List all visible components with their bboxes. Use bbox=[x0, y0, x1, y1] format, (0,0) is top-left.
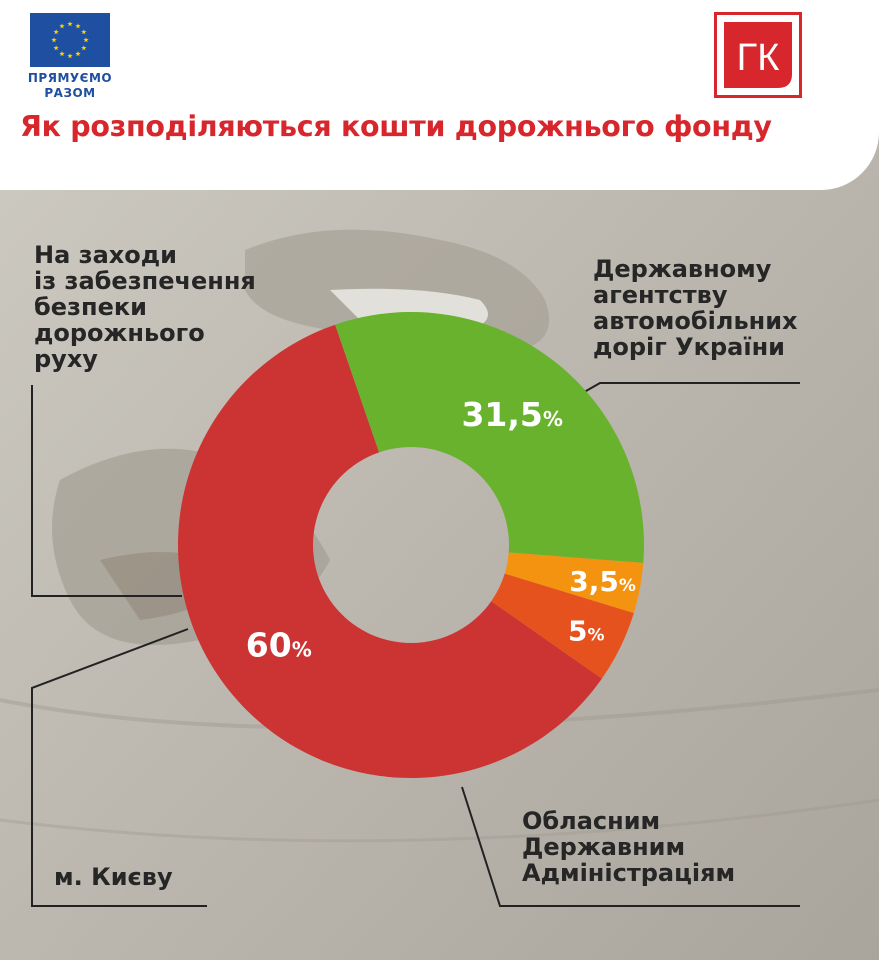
leader-line-safety bbox=[31, 385, 182, 597]
donut-slice bbox=[504, 552, 644, 614]
eu-star-icon bbox=[67, 53, 73, 59]
label-regional: Обласним Державним Адміністраціям bbox=[522, 807, 736, 887]
leader-line-regional bbox=[461, 786, 800, 907]
header-panel: ПРЯМУЄМО РАЗОМ ГК Як розподіляються кошт… bbox=[0, 0, 879, 190]
label-kyiv: м. Києву bbox=[54, 863, 173, 891]
slice-value-label: 31,5% bbox=[461, 395, 562, 434]
label-agency: Державному агентству автомобільних доріг… bbox=[593, 255, 798, 361]
label-safety: На заходи із забезпечення безпеки дорожн… bbox=[34, 241, 256, 373]
eu-caption-line1: ПРЯМУЄМО bbox=[27, 71, 113, 85]
eu-star-icon bbox=[53, 29, 59, 35]
donut-slice bbox=[335, 312, 645, 563]
slice-value-label: 5% bbox=[568, 615, 605, 648]
eu-star-icon bbox=[59, 23, 65, 29]
eu-star-icon bbox=[53, 45, 59, 51]
eu-star-icon bbox=[81, 45, 87, 51]
leader-lines bbox=[31, 382, 800, 907]
donut-slice bbox=[491, 573, 634, 679]
eu-flag-icon bbox=[30, 13, 110, 67]
gk-logo: ГК bbox=[714, 12, 802, 98]
eu-caption-line2: РАЗОМ bbox=[44, 86, 96, 100]
page-title: Як розподіляються кошти дорожнього фонду bbox=[20, 110, 772, 143]
eu-star-icon bbox=[75, 51, 81, 57]
eu-caption: ПРЯМУЄМО РАЗОМ bbox=[20, 71, 120, 101]
leader-line-agency bbox=[578, 382, 800, 396]
eu-star-icon bbox=[75, 23, 81, 29]
eu-star-icon bbox=[81, 29, 87, 35]
donut-slice bbox=[177, 324, 602, 778]
eu-star-icon bbox=[83, 37, 89, 43]
gk-logo-text: ГК bbox=[737, 37, 780, 79]
eu-star-icon bbox=[51, 37, 57, 43]
eu-star-icon bbox=[67, 21, 73, 27]
leader-line-kyiv bbox=[31, 628, 207, 907]
eu-star-icon bbox=[59, 51, 65, 57]
slice-value-label: 3,5% bbox=[569, 565, 636, 598]
slice-value-label: 60% bbox=[246, 626, 312, 665]
